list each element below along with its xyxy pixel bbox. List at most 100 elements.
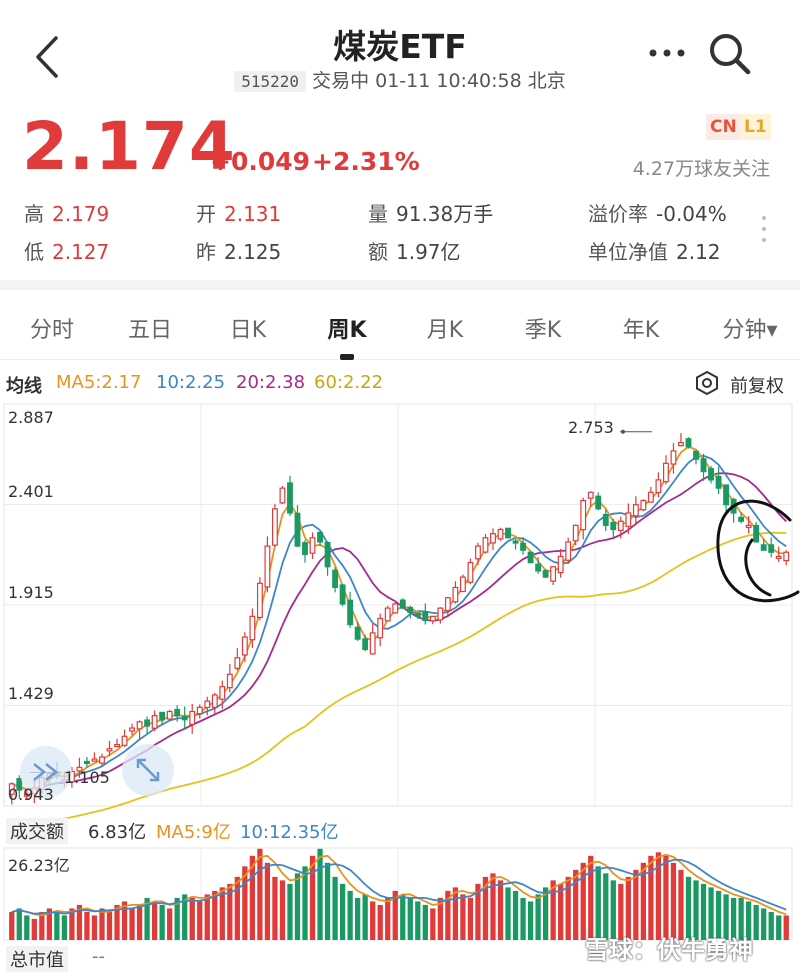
volume-bar: [362, 894, 368, 940]
candle-down: [174, 708, 181, 717]
candle-up: [497, 528, 504, 540]
candle-up: [647, 491, 654, 503]
volume-bar: [588, 855, 594, 940]
tab-five-day[interactable]: 五日: [127, 318, 172, 343]
volume-bar: [264, 862, 271, 940]
tab-minute[interactable]: 分钟▾: [722, 318, 778, 343]
volume-bar: [39, 911, 45, 940]
y-tick-label: 1.915: [8, 583, 54, 602]
volume-bar: [16, 908, 22, 940]
tab-monthly-k[interactable]: 月K: [426, 318, 464, 343]
candle-up: [241, 636, 248, 656]
volume-bar: [189, 897, 195, 940]
candle-up: [565, 541, 572, 561]
volume-bar: [400, 894, 406, 940]
candle-down: [144, 719, 151, 727]
candle-up: [482, 537, 489, 553]
ma60-line: [11, 531, 787, 828]
volume-bar: [723, 894, 729, 940]
volume-bar: [324, 862, 331, 940]
y-tick-label: 1.429: [8, 684, 54, 703]
stat-open: 开 2.131: [196, 202, 282, 226]
volume-bar: [452, 887, 459, 940]
volume-bar: [753, 904, 759, 940]
candle-up: [106, 748, 113, 752]
volume-bar: [91, 915, 98, 940]
expand-stats-icon[interactable]: [760, 214, 768, 244]
candle-up: [8, 783, 15, 795]
candle-up: [309, 537, 316, 554]
volume-bar: [136, 904, 143, 940]
tab-daily-k[interactable]: 日K: [229, 318, 267, 343]
max-annotation-dot: [621, 429, 625, 434]
volume-bar: [422, 904, 428, 940]
candle-up: [196, 706, 203, 715]
volume-bar: [219, 887, 225, 940]
candle-down: [302, 542, 308, 555]
volume-bar: [520, 897, 526, 940]
y-tick-label: 2.887: [8, 408, 54, 427]
volume-bar: [407, 897, 413, 940]
candle-up: [678, 442, 684, 447]
active-tab-indicator: [340, 354, 354, 360]
candle-down: [738, 516, 745, 522]
back-icon[interactable]: [28, 30, 68, 84]
candle-down: [324, 541, 331, 568]
volume-bar: [565, 876, 571, 940]
tab-yearly-k[interactable]: 年K: [622, 318, 660, 343]
tab-weekly-k[interactable]: 周K: [327, 318, 367, 343]
candle-down: [414, 612, 421, 617]
volume-bar: [663, 855, 669, 940]
volume-bar: [332, 876, 338, 940]
volume-ma10: 10:12.35亿: [240, 822, 339, 843]
volume-bar: [9, 911, 15, 940]
stat-amount: 额 1.97亿: [368, 240, 461, 264]
tab-quarterly-k[interactable]: 季K: [524, 318, 562, 343]
candle-up: [136, 721, 143, 730]
volume-bar: [655, 852, 662, 940]
hand-drawn-circle-mark: [716, 499, 800, 603]
volume-bar: [31, 918, 37, 940]
volume-bar: [693, 880, 699, 940]
adjust-settings-icon[interactable]: [694, 370, 720, 396]
candle-down: [332, 569, 339, 589]
candle-up: [279, 487, 286, 504]
followers-count[interactable]: 4.27万球友关注: [632, 158, 770, 180]
candle-up: [655, 479, 662, 494]
volume-bar: [558, 883, 564, 940]
adjust-mode-label[interactable]: 前复权: [730, 376, 784, 397]
tab-intraday[interactable]: 分时: [29, 318, 74, 343]
volume-bar: [129, 908, 135, 940]
candle-up: [23, 793, 30, 797]
candle-up: [76, 766, 83, 772]
candle-up: [264, 545, 271, 588]
search-icon[interactable]: [706, 30, 754, 78]
more-icon[interactable]: [645, 38, 689, 68]
candle-down: [347, 599, 354, 626]
volume-bar: [339, 883, 346, 940]
volume-ma5-line: [11, 853, 787, 917]
ma-legend-title: 均线: [6, 376, 42, 397]
candle-down: [685, 438, 692, 448]
y-tick-label: 0.943: [8, 785, 54, 804]
candle-up: [211, 694, 218, 708]
candle-down: [16, 778, 23, 791]
volume-bar: [279, 880, 286, 940]
volume-bar: [309, 855, 316, 940]
volume-bar: [121, 901, 128, 940]
volume-bar: [505, 887, 511, 940]
volume-bar: [272, 876, 278, 940]
candle-down: [520, 542, 526, 551]
candle-down: [294, 512, 301, 547]
candle-down: [753, 524, 760, 543]
candle-up: [775, 555, 782, 560]
candle-up: [256, 582, 263, 618]
candle-down: [84, 760, 90, 765]
volume-bar: [197, 901, 203, 940]
volume-bar: [535, 894, 541, 940]
candle-up: [580, 499, 587, 531]
candle-up: [189, 710, 196, 725]
stat-premium: 溢价率 -0.04%: [588, 202, 727, 226]
volume-bar: [776, 915, 782, 940]
